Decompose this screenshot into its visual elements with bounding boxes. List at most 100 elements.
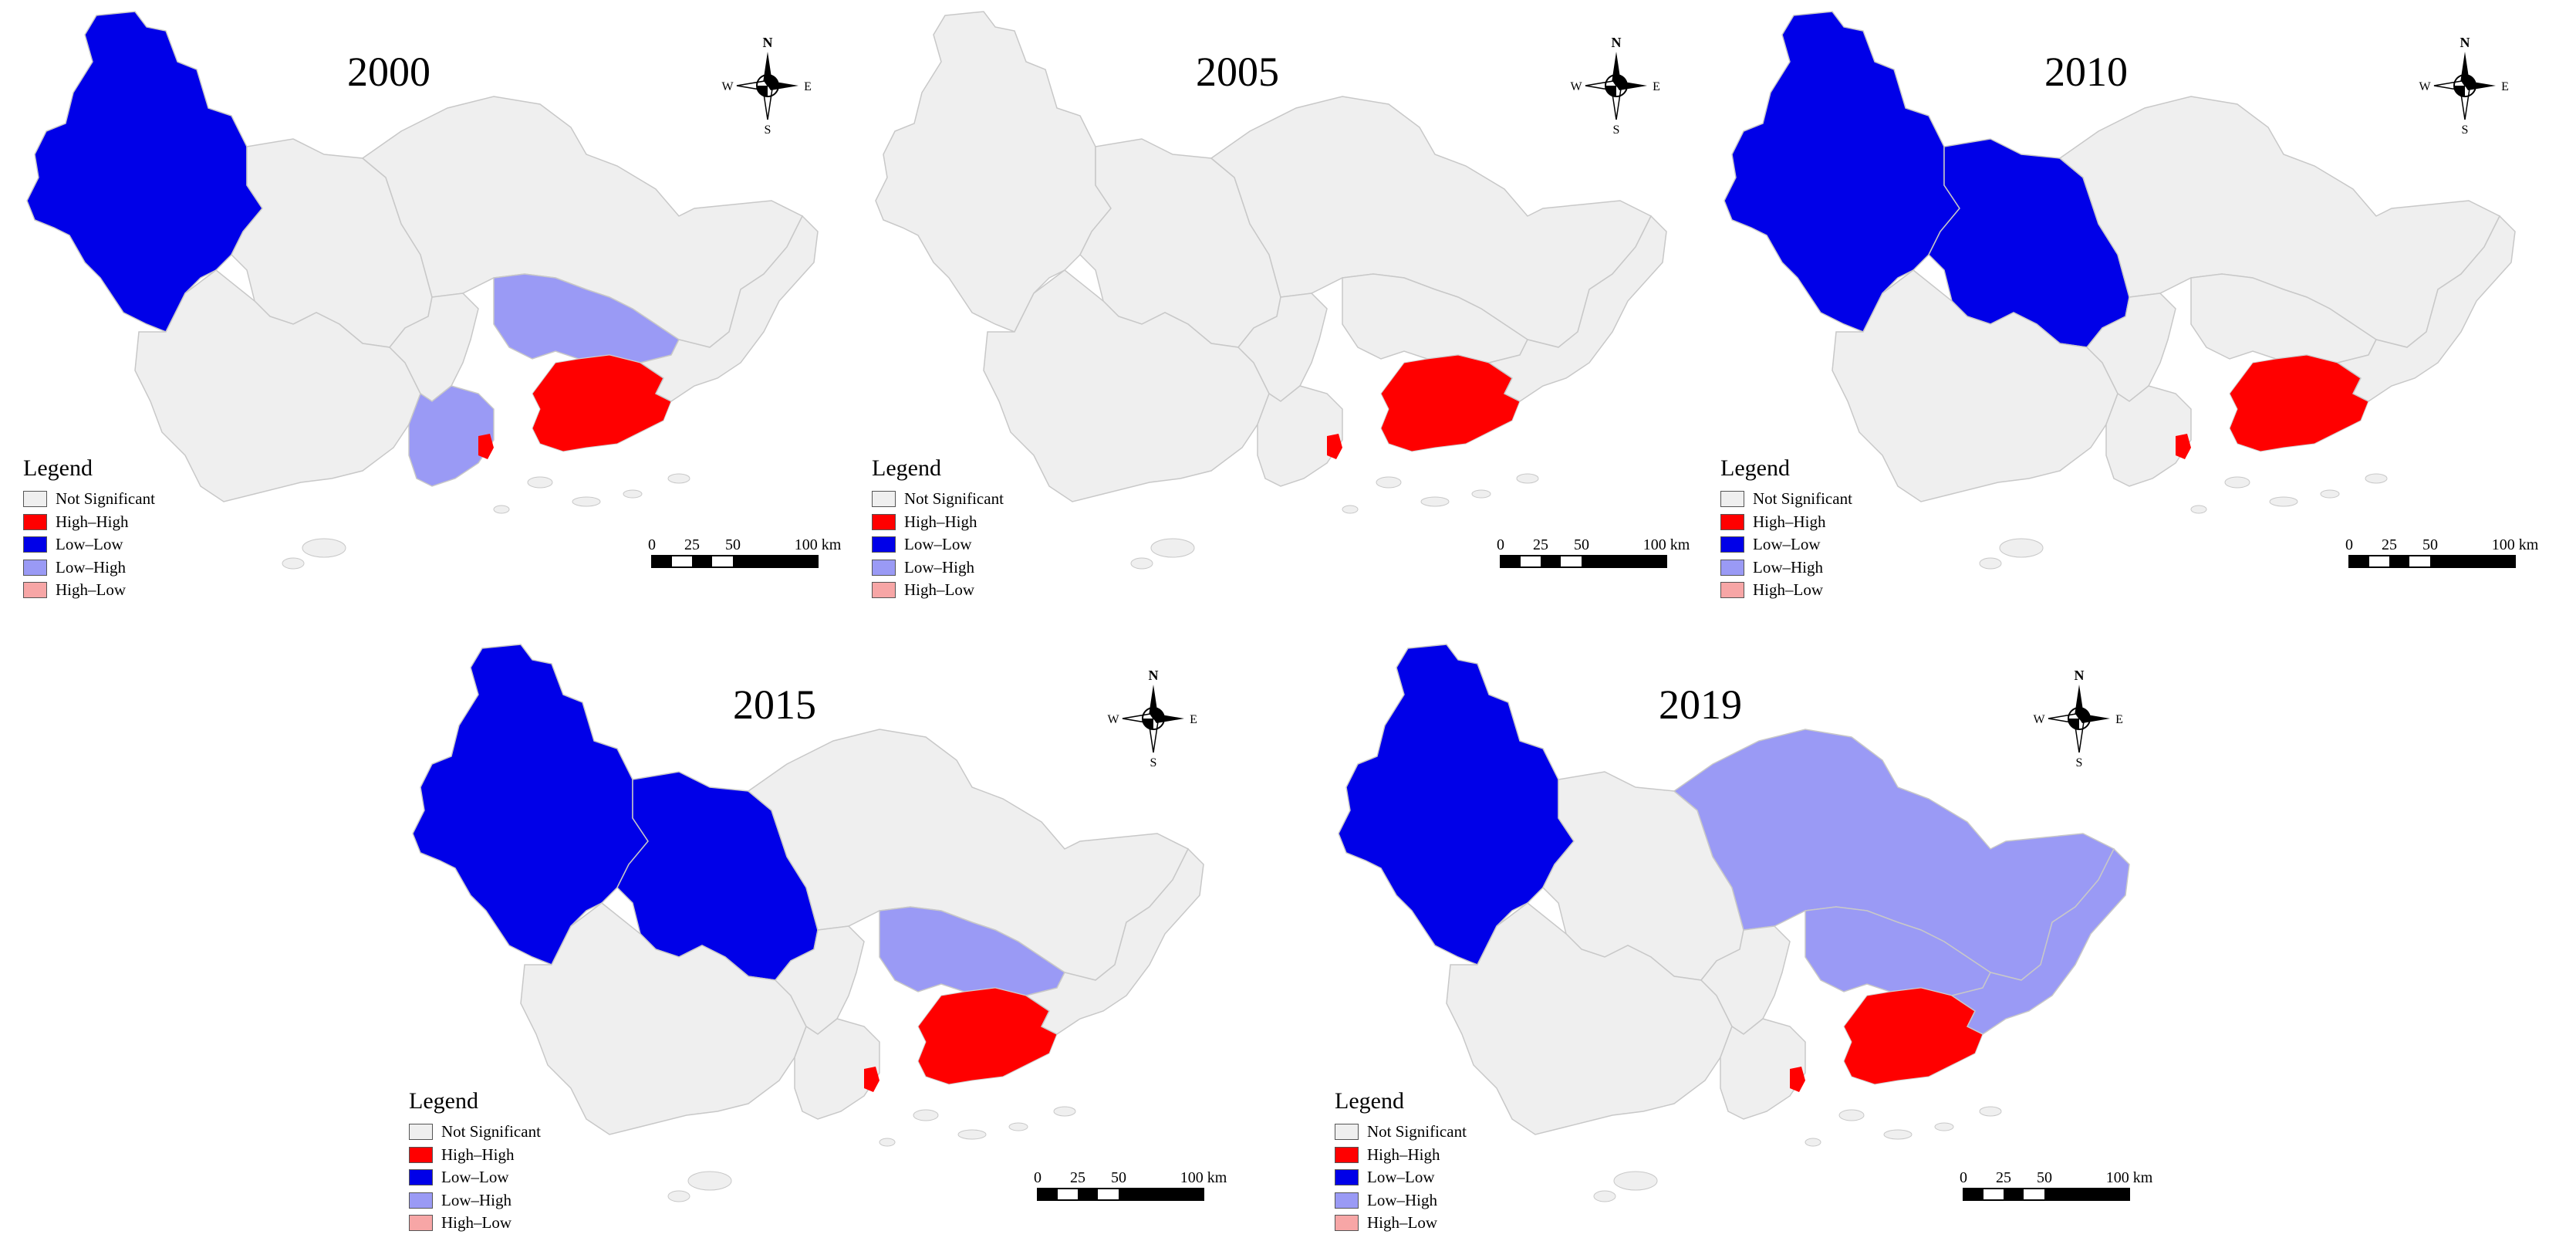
svg-text:100 km: 100 km: [1180, 1169, 1227, 1186]
region-south: [1380, 354, 1521, 452]
legend-item: Low–High: [872, 556, 1004, 580]
region-map: [412, 644, 1204, 1202]
svg-text:S: S: [1150, 756, 1157, 769]
legend-item: High–High: [409, 1144, 541, 1167]
region-map: [1724, 11, 2516, 570]
legend-items: Not Significant High–High Low–Low Low–High H…: [872, 488, 1004, 602]
scale-bar: 0 25 50 100 km: [648, 536, 842, 568]
svg-text:E: E: [2501, 80, 2509, 93]
legend-label: Low–High: [1753, 557, 1823, 577]
north-arrow-icon: N S W E: [1107, 668, 1197, 769]
scale-bar: 0 25 50 100 km: [2345, 536, 2539, 568]
legend-title: Legend: [23, 455, 93, 481]
legend-swatch: [872, 491, 896, 508]
panel-year: 2005: [1196, 49, 1279, 95]
region-map: [26, 11, 819, 570]
legend-swatch: [1720, 491, 1744, 508]
svg-text:0: 0: [648, 536, 656, 553]
legend: Legend Not Significant High–High Low–Low Lo…: [23, 455, 155, 602]
svg-text:0: 0: [1034, 1169, 1042, 1186]
region-southwest-coast: [794, 1018, 880, 1120]
legend-swatch: [23, 536, 47, 553]
legend-item: Not Significant: [1335, 1121, 1467, 1144]
legend-swatch: [23, 582, 47, 599]
legend-title: Legend: [1720, 455, 1790, 481]
svg-text:W: W: [2033, 713, 2045, 726]
svg-text:0: 0: [1497, 536, 1504, 553]
map-panel-2019: 2019 N S W E Legend Not Significant High–…: [1312, 633, 2153, 1250]
svg-text:W: W: [1107, 713, 1119, 726]
region-southwest-coast: [2105, 385, 2192, 487]
region-southwest-coast: [1720, 1018, 1806, 1120]
svg-text:50: 50: [1574, 536, 1589, 553]
legend-swatch: [409, 1124, 433, 1141]
legend-swatch: [1335, 1192, 1359, 1209]
legend-item: High–Low: [872, 579, 1004, 602]
legend-label: Not Significant: [441, 1122, 541, 1141]
legend-swatch: [872, 582, 896, 599]
legend-item: High–Low: [409, 1212, 541, 1235]
legend-label: High–Low: [1753, 580, 1823, 600]
legend-items: Not Significant High–High Low–Low Low–High H…: [1335, 1121, 1467, 1235]
svg-text:E: E: [1653, 80, 1660, 93]
legend-swatch: [409, 1169, 433, 1186]
legend-swatch: [409, 1146, 433, 1163]
legend-item: High–Low: [1720, 579, 1852, 602]
region-red-tip: [2176, 434, 2191, 459]
svg-text:25: 25: [1533, 536, 1548, 553]
legend-label: High–High: [1367, 1145, 1440, 1164]
svg-text:S: S: [1613, 123, 1620, 137]
region-south: [917, 987, 1058, 1085]
legend-item: Not Significant: [23, 488, 155, 511]
legend-label: High–High: [1753, 512, 1826, 531]
legend-item: High–Low: [23, 579, 155, 602]
north-arrow-icon: N S W E: [1570, 35, 1660, 137]
legend-items: Not Significant High–High Low–Low Low–High H…: [409, 1121, 541, 1235]
legend-label: Not Significant: [1367, 1122, 1467, 1141]
scale-bar: 0 25 50 100 km: [1960, 1169, 2153, 1201]
scale-bar: 0 25 50 100 km: [1034, 1169, 1227, 1201]
panel-year: 2000: [347, 49, 430, 95]
region-east: [2336, 215, 2516, 402]
legend-swatch: [872, 559, 896, 576]
legend-item: High–High: [1720, 511, 1852, 534]
legend-swatch: [23, 491, 47, 508]
svg-text:50: 50: [1111, 1169, 1126, 1186]
panel-year: 2010: [2044, 49, 2128, 95]
legend-item: Low–Low: [409, 1166, 541, 1189]
region-southwest-coast: [1257, 385, 1343, 487]
map-panel-2015: 2015 N S W E Legend Not Significant High–…: [386, 633, 1227, 1250]
region-south: [532, 354, 672, 452]
svg-text:50: 50: [725, 536, 741, 553]
islands: [1979, 473, 2388, 570]
svg-text:W: W: [721, 80, 734, 93]
map-panel-2010: 2010 N S W E Legend Not Significant High–…: [1697, 0, 2539, 617]
legend-item: Low–High: [1720, 556, 1852, 580]
scale-bar: 0 25 50 100 km: [1497, 536, 1690, 568]
legend-label: High–High: [56, 512, 129, 531]
legend-label: Low–Low: [56, 535, 123, 554]
legend-label: High–Low: [1367, 1213, 1437, 1233]
region-southwest-coast: [408, 385, 495, 487]
legend-item: High–High: [1335, 1144, 1467, 1167]
map-panel-2005: 2005 N S W E Legend Not Significant High–…: [849, 0, 1690, 617]
legend-swatch: [872, 536, 896, 553]
legend-swatch: [1720, 582, 1744, 599]
legend-label: High–High: [441, 1145, 515, 1164]
legend-swatch: [1335, 1169, 1359, 1186]
legend-label: Not Significant: [56, 489, 155, 509]
legend-label: Low–High: [904, 557, 974, 577]
region-east: [639, 215, 819, 402]
legend-swatch: [1335, 1146, 1359, 1163]
islands: [1593, 1106, 2002, 1202]
panel-year: 2015: [733, 681, 816, 728]
svg-text:W: W: [1570, 80, 1582, 93]
islands: [1130, 473, 1539, 570]
svg-text:0: 0: [1960, 1169, 1967, 1186]
svg-text:100 km: 100 km: [2492, 536, 2539, 553]
legend-label: High–High: [904, 512, 977, 531]
legend-item: Not Significant: [409, 1121, 541, 1144]
region-map: [1338, 644, 2130, 1202]
legend: Legend Not Significant High–High Low–Low Lo…: [1335, 1088, 1467, 1235]
panel-year: 2019: [1659, 681, 1742, 728]
